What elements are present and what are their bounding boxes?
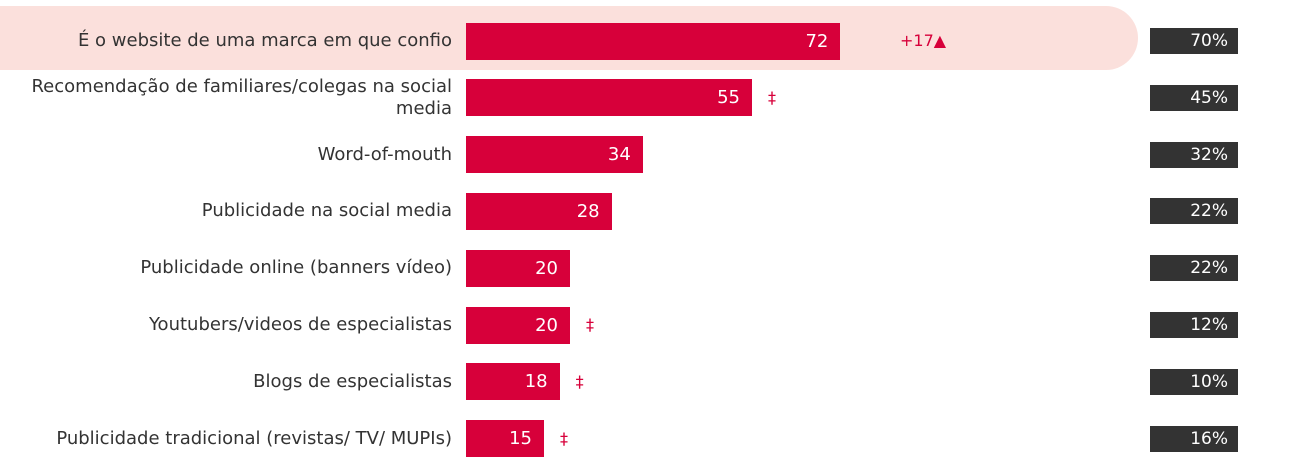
- comparison-box: 32%: [1150, 141, 1238, 168]
- bar: [466, 306, 570, 344]
- value-label: 72: [805, 30, 829, 52]
- comparison-box: 10%: [1150, 368, 1238, 395]
- value-label: 28: [576, 200, 600, 222]
- value-label: 15: [509, 428, 532, 450]
- value-label: 20: [535, 257, 558, 279]
- comparison-label: 10%: [1190, 371, 1228, 392]
- annotation: ‡: [575, 371, 584, 391]
- bar: [466, 420, 544, 458]
- bar: [466, 192, 612, 230]
- comparison-box: 16%: [1150, 425, 1238, 452]
- category-label: Youtubers/videos de especialistas: [148, 314, 452, 335]
- comparison-label: 22%: [1190, 201, 1228, 222]
- comparison-label: 16%: [1190, 428, 1228, 449]
- comparison-label: 45%: [1190, 87, 1228, 108]
- comparison-box: 70%: [1150, 28, 1238, 54]
- value-label: 18: [524, 371, 548, 393]
- category-label: Publicidade na social media: [201, 200, 452, 222]
- category-label: Publicidade online (banners vídeo): [140, 257, 452, 279]
- comparison-label: 22%: [1190, 258, 1228, 279]
- value-label: 34: [607, 144, 631, 166]
- bar: [466, 79, 752, 117]
- annotation: ‡: [586, 315, 594, 334]
- value-label: 20: [535, 314, 558, 336]
- bar: [466, 363, 560, 401]
- bar: [466, 136, 643, 174]
- annotation: ‡: [768, 87, 776, 107]
- annotation: +17▲: [900, 31, 947, 50]
- category-label: Recomendação de familiares/colegas na so…: [31, 75, 452, 119]
- comparison-label: 32%: [1190, 144, 1228, 165]
- category-label: Word-of-mouth: [317, 143, 452, 165]
- category-label: Publicidade tradicional (revistas/ TV/ M…: [56, 427, 452, 449]
- comparison-label: 70%: [1190, 31, 1228, 51]
- comparison-box: 45%: [1150, 84, 1238, 111]
- bar: [466, 22, 841, 60]
- annotation: ‡: [560, 428, 568, 448]
- bar: [466, 249, 570, 287]
- comparison-box: 12%: [1150, 312, 1238, 338]
- category-label: É o website de uma marca em que confio: [77, 30, 452, 51]
- value-label: 55: [717, 87, 740, 109]
- category-label: Blogs de especialistas: [253, 370, 452, 392]
- comparison-box: 22%: [1150, 198, 1238, 225]
- comparison-label: 12%: [1190, 315, 1228, 335]
- comparison-box: 22%: [1150, 255, 1238, 282]
